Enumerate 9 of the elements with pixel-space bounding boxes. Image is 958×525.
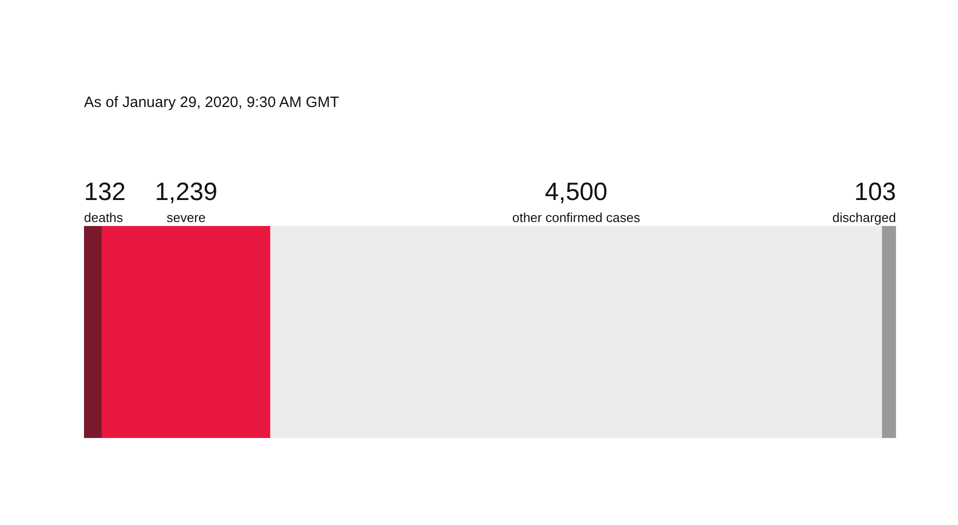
category-label: severe — [166, 210, 206, 225]
category-label: other confirmed cases — [512, 210, 641, 225]
data-label: 132 — [84, 178, 126, 206]
category-label: deaths — [84, 210, 124, 225]
category-label: discharged — [832, 210, 896, 225]
data-label: 1,239 — [154, 178, 218, 206]
data-label: 103 — [854, 178, 896, 206]
data-label: 4,500 — [544, 178, 608, 206]
text: As of January 29, 2020, 9:30 AM GMT — [84, 94, 340, 111]
